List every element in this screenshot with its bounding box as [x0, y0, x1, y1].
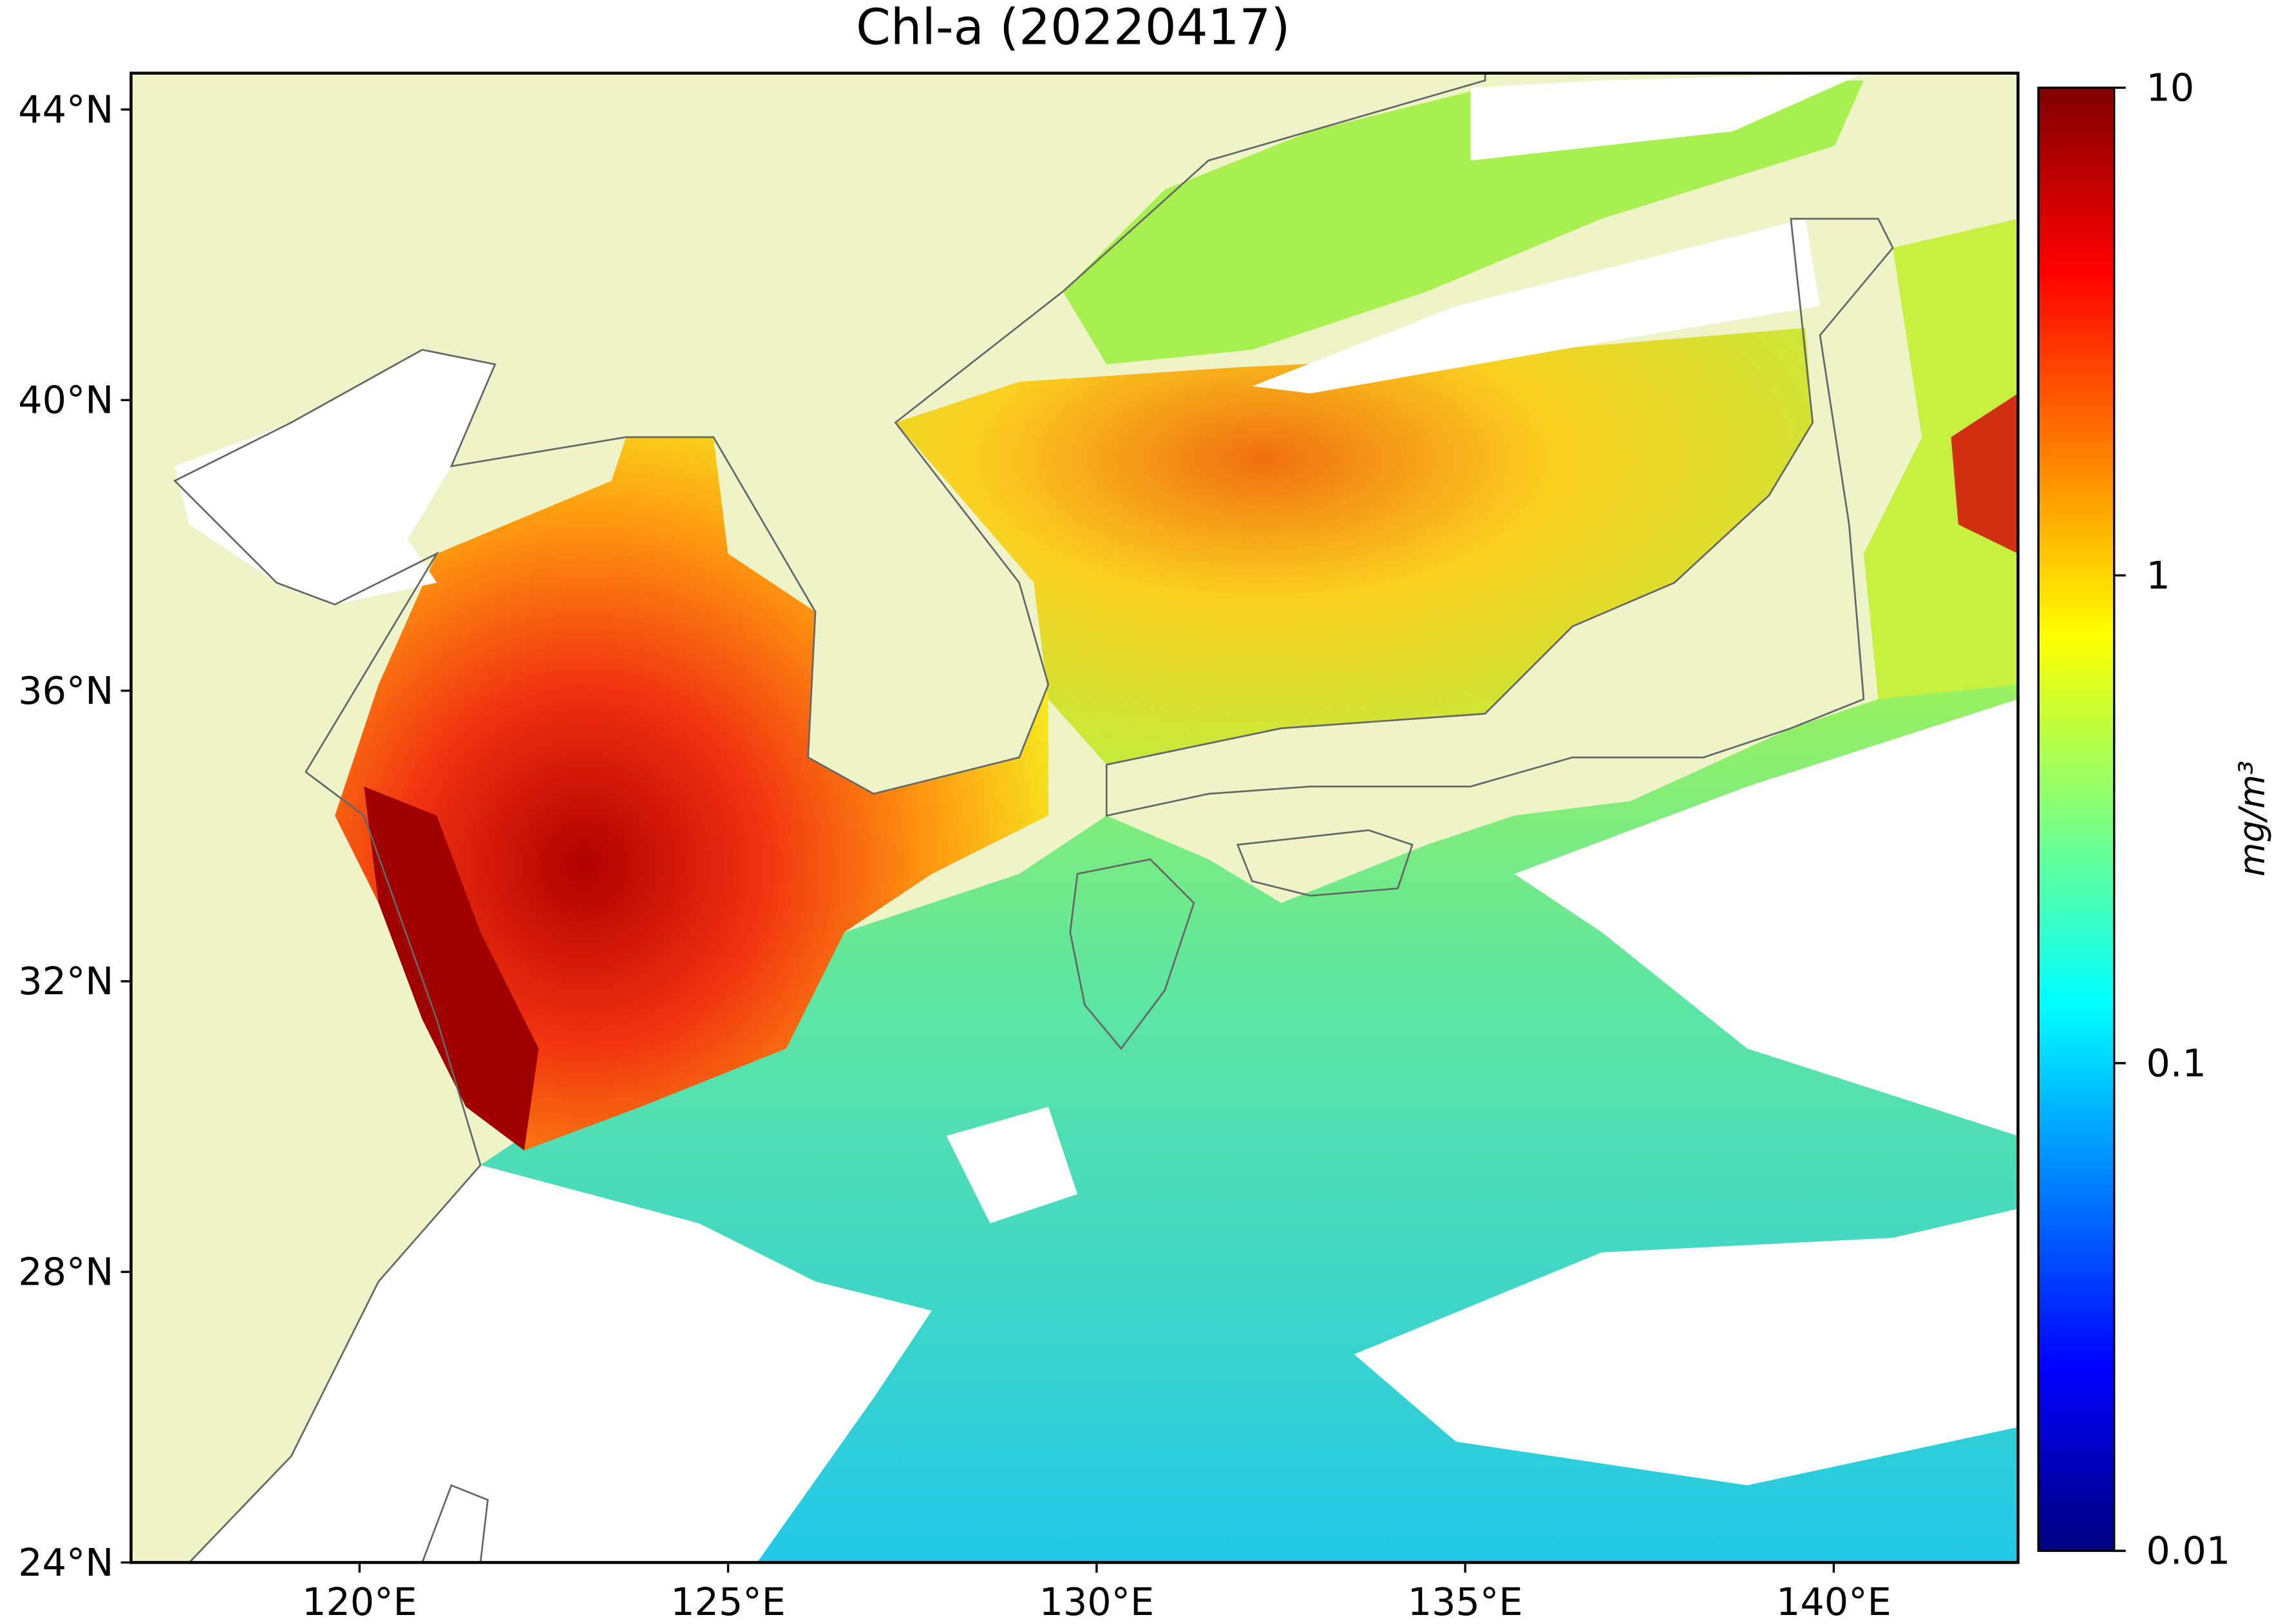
cloud: [1354, 1209, 2018, 1486]
y-tick-label: 40°N: [18, 378, 113, 422]
y-tick-label: 36°N: [18, 668, 113, 713]
cloud: [189, 1165, 932, 1563]
x-tick-label: 120°E: [302, 1580, 417, 1624]
x-tick-label: 125°E: [670, 1580, 786, 1624]
cloud: [1252, 218, 1821, 394]
plot-frame: [129, 71, 2020, 1564]
yangtze-plume: [364, 786, 539, 1151]
map-layer: [131, 73, 2018, 1563]
sea-of-japan-water: [895, 328, 1813, 765]
y-tick-label: 32°N: [18, 959, 113, 1003]
y-tick-label: 28°N: [18, 1250, 113, 1294]
japan-kyushu: [1069, 858, 1195, 1050]
colorbar-label: mg/m³: [2232, 760, 2273, 876]
colorbar-tick-label: 0.01: [2146, 1529, 2230, 1573]
cloud: [1470, 73, 1864, 161]
chart-title: Chl-a (20220417): [856, 0, 1290, 56]
colorbar: [2037, 86, 2116, 1553]
bloom-patch: [1951, 393, 2018, 554]
japan-shikoku: [1236, 829, 1414, 897]
cloud: [1514, 699, 2018, 1137]
coastline: [131, 73, 1486, 1563]
cloud: [946, 1106, 1078, 1223]
x-tick-label: 135°E: [1408, 1580, 1523, 1624]
northern-water: [1063, 80, 1864, 364]
colorbar-tick-label: 10: [2146, 66, 2194, 110]
bohai-cloud: [175, 350, 495, 605]
japan-honshu: [1105, 218, 1894, 817]
x-tick-label: 140°E: [1776, 1580, 1891, 1624]
pacific-north-water: [1863, 218, 2018, 699]
y-tick-label: 24°N: [18, 1540, 113, 1585]
x-tick-label: 130°E: [1039, 1580, 1154, 1624]
y-tick-label: 44°N: [18, 87, 113, 131]
taiwan: [421, 1484, 489, 1563]
yellow-sea-water: [334, 437, 1048, 1151]
colorbar-tick-label: 0.1: [2146, 1041, 2206, 1085]
colorbar-tick-label: 1: [2146, 553, 2170, 598]
